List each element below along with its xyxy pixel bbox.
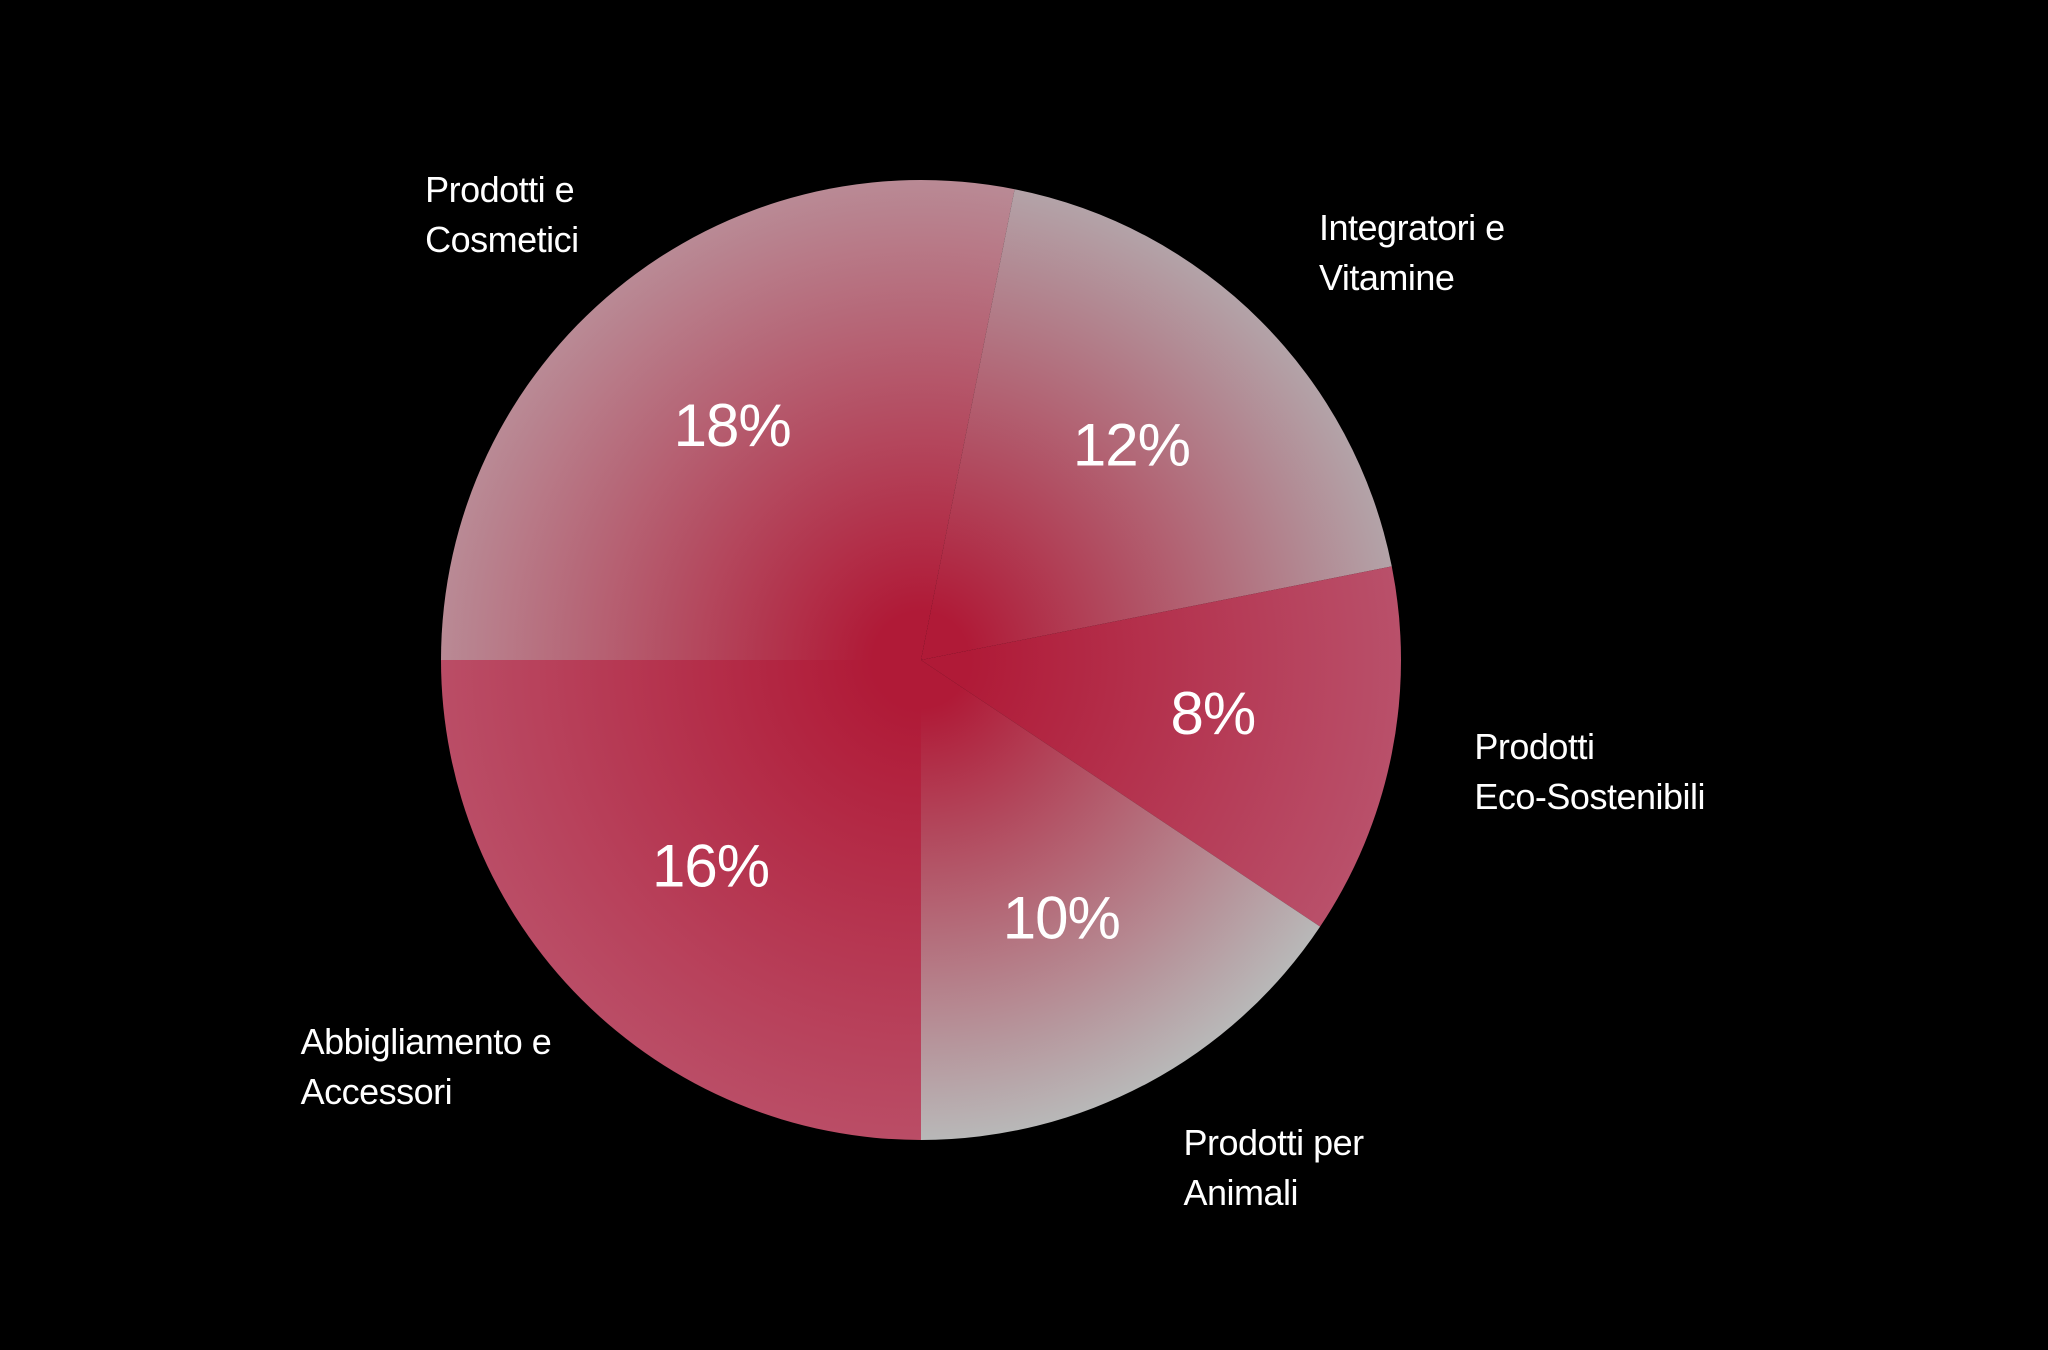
slice-value-label: 8% <box>1171 680 1256 747</box>
pie-slice <box>441 660 921 1140</box>
pie-slice <box>921 566 1401 927</box>
pie-slice <box>921 660 1321 1140</box>
pie-slice <box>921 189 1392 660</box>
slice-value-label: 10% <box>1003 884 1120 951</box>
category-label: Prodotti e Cosmetici <box>425 168 579 260</box>
slice-value-label: 12% <box>1073 411 1190 478</box>
slice-value-label: 16% <box>652 832 769 899</box>
category-label: Integratori e Vitamine <box>1319 206 1505 298</box>
category-label: Prodotti per Animali <box>1183 1121 1365 1213</box>
category-label: Prodotti Eco-Sostenibili <box>1474 726 1706 818</box>
slice-value-label: 18% <box>674 392 791 459</box>
pie-slice <box>441 179 1015 661</box>
category-label: Abbigliamento e Accessori <box>300 1021 552 1113</box>
